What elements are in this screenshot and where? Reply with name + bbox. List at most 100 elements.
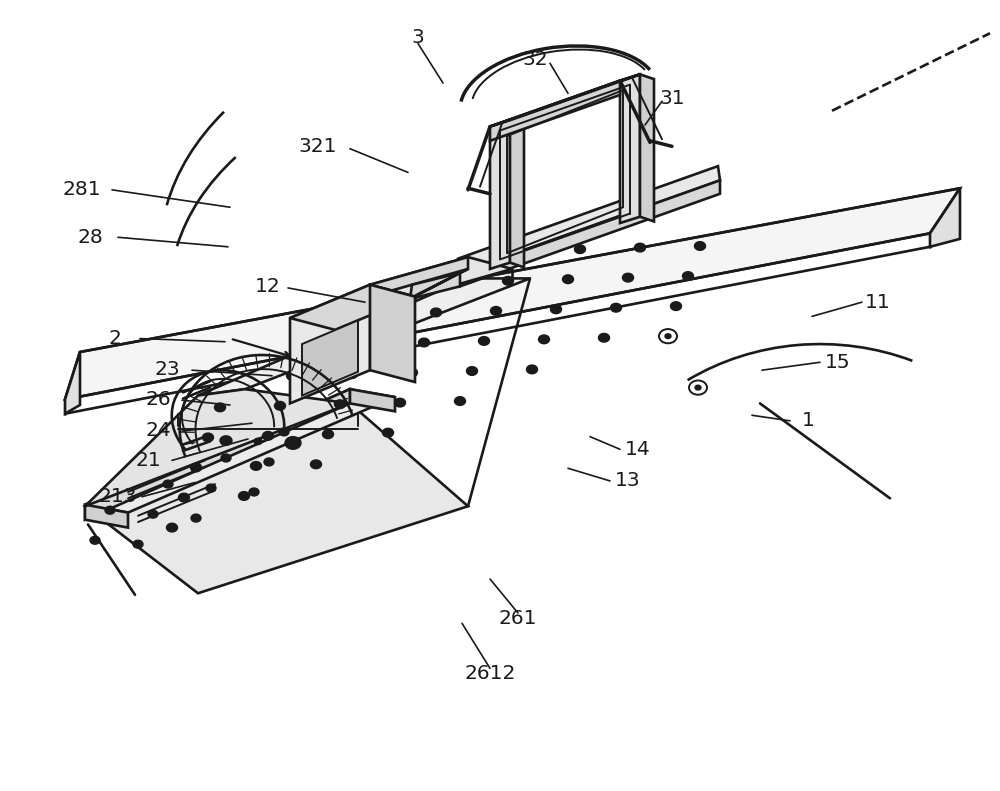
Circle shape xyxy=(562,274,574,284)
Circle shape xyxy=(610,304,622,312)
Circle shape xyxy=(598,334,610,343)
Text: 28: 28 xyxy=(77,228,103,247)
Circle shape xyxy=(526,365,538,374)
Circle shape xyxy=(133,540,143,548)
Circle shape xyxy=(466,367,478,376)
Circle shape xyxy=(287,371,298,380)
Circle shape xyxy=(622,274,634,282)
Circle shape xyxy=(178,494,190,502)
Circle shape xyxy=(550,305,561,313)
Circle shape xyxy=(358,340,370,349)
Polygon shape xyxy=(640,74,654,221)
Text: 15: 15 xyxy=(825,353,851,372)
Polygon shape xyxy=(490,81,620,141)
Circle shape xyxy=(190,463,202,471)
Circle shape xyxy=(206,484,216,492)
Text: 26: 26 xyxy=(145,390,171,409)
Text: 3: 3 xyxy=(412,28,424,47)
Circle shape xyxy=(382,429,394,437)
Polygon shape xyxy=(370,257,468,297)
Circle shape xyxy=(430,308,442,317)
Polygon shape xyxy=(302,320,358,396)
Circle shape xyxy=(394,399,406,407)
Polygon shape xyxy=(85,403,468,593)
Polygon shape xyxy=(370,257,512,297)
Circle shape xyxy=(274,401,286,410)
Circle shape xyxy=(279,428,289,436)
Polygon shape xyxy=(490,74,640,127)
Circle shape xyxy=(334,400,346,409)
Text: 1: 1 xyxy=(802,411,814,430)
Polygon shape xyxy=(290,285,415,330)
Circle shape xyxy=(249,488,259,496)
Circle shape xyxy=(479,336,490,345)
Text: 12: 12 xyxy=(255,277,281,296)
Polygon shape xyxy=(410,269,468,299)
Circle shape xyxy=(347,370,358,379)
Circle shape xyxy=(105,506,115,514)
Circle shape xyxy=(490,306,502,316)
Circle shape xyxy=(670,302,682,311)
Polygon shape xyxy=(370,285,415,382)
Text: 23: 23 xyxy=(154,360,180,379)
Circle shape xyxy=(406,369,417,377)
Polygon shape xyxy=(510,120,524,267)
Circle shape xyxy=(220,436,232,445)
Circle shape xyxy=(239,491,250,501)
Circle shape xyxy=(418,339,430,347)
Polygon shape xyxy=(85,389,350,506)
Polygon shape xyxy=(65,352,80,414)
Polygon shape xyxy=(460,180,720,286)
Circle shape xyxy=(634,244,646,252)
Text: 31: 31 xyxy=(659,89,685,108)
Text: 321: 321 xyxy=(299,137,337,156)
Text: 13: 13 xyxy=(615,471,641,490)
Circle shape xyxy=(695,385,701,390)
Circle shape xyxy=(166,524,178,532)
Text: 2: 2 xyxy=(109,329,121,348)
Polygon shape xyxy=(65,188,960,399)
Circle shape xyxy=(454,397,466,405)
Circle shape xyxy=(262,432,273,440)
Text: 2612: 2612 xyxy=(464,664,516,683)
Polygon shape xyxy=(458,166,720,273)
Text: 24: 24 xyxy=(145,421,171,440)
Text: 11: 11 xyxy=(865,293,891,312)
Circle shape xyxy=(574,244,586,253)
Circle shape xyxy=(163,480,173,488)
Circle shape xyxy=(221,454,231,462)
Circle shape xyxy=(665,334,671,339)
Circle shape xyxy=(264,458,274,466)
Circle shape xyxy=(202,433,214,441)
Circle shape xyxy=(191,514,201,522)
Circle shape xyxy=(285,437,301,449)
Text: 261: 261 xyxy=(499,609,537,628)
Circle shape xyxy=(322,430,334,438)
Polygon shape xyxy=(490,120,510,269)
Circle shape xyxy=(148,510,158,518)
Polygon shape xyxy=(930,188,960,247)
Circle shape xyxy=(250,461,262,470)
Circle shape xyxy=(310,460,322,469)
Polygon shape xyxy=(290,285,370,403)
Circle shape xyxy=(538,335,550,343)
Polygon shape xyxy=(410,273,460,299)
Polygon shape xyxy=(85,505,128,528)
Polygon shape xyxy=(350,389,395,411)
Polygon shape xyxy=(490,74,640,127)
Text: 32: 32 xyxy=(522,50,548,69)
Circle shape xyxy=(254,438,262,445)
Text: 281: 281 xyxy=(63,180,101,199)
Polygon shape xyxy=(620,74,640,223)
Text: 14: 14 xyxy=(625,440,651,459)
Circle shape xyxy=(694,242,706,251)
Circle shape xyxy=(503,277,514,286)
Polygon shape xyxy=(85,389,350,520)
Circle shape xyxy=(682,272,694,281)
Polygon shape xyxy=(85,389,395,513)
Circle shape xyxy=(214,403,226,412)
Polygon shape xyxy=(198,278,530,396)
Text: 21: 21 xyxy=(135,451,161,470)
Text: 213: 213 xyxy=(99,487,137,506)
Circle shape xyxy=(90,536,100,544)
